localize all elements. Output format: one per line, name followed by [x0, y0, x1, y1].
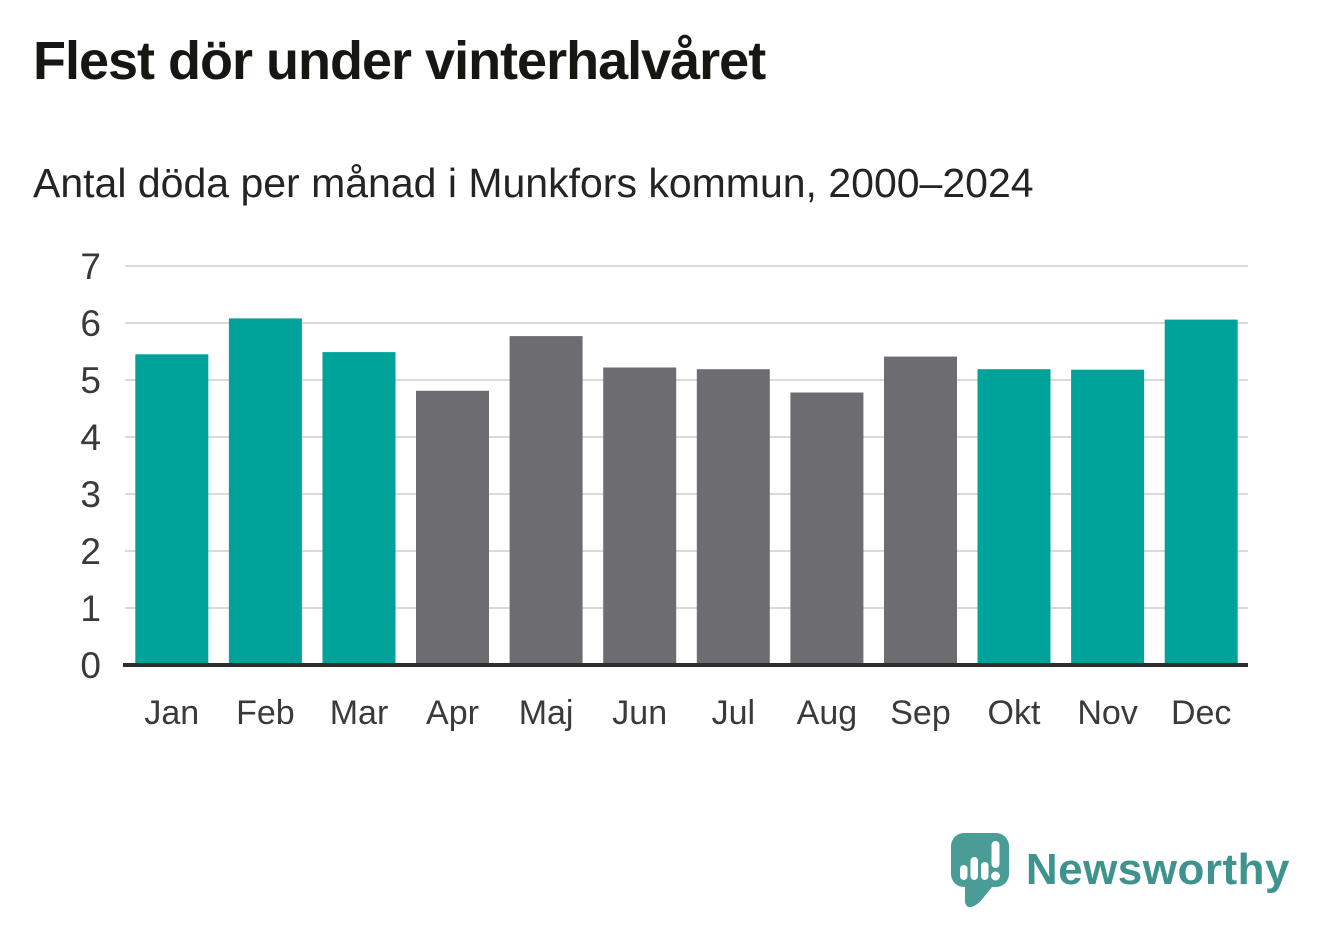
x-axis-label-maj: Maj — [519, 694, 574, 732]
bar-aug — [790, 392, 864, 665]
bar-nov — [1071, 369, 1145, 665]
newsworthy-logo-icon — [950, 833, 1009, 908]
logo-exclamation-dot — [990, 871, 1000, 881]
bar-jan — [135, 354, 209, 665]
x-axis-label-feb: Feb — [236, 694, 295, 732]
logo-bar-medium — [980, 862, 989, 880]
x-axis-label-nov: Nov — [1077, 694, 1137, 732]
logo-bar-small — [959, 865, 968, 880]
brand-name: Newsworthy — [1025, 845, 1290, 894]
x-axis-label-mar: Mar — [330, 694, 389, 732]
bar-apr — [416, 390, 489, 665]
y-axis-tick-label: 6 — [80, 303, 101, 344]
bar-mar — [322, 352, 396, 665]
x-axis-label-sep: Sep — [890, 694, 951, 732]
bar-jul — [696, 369, 770, 665]
y-axis-tick-label: 1 — [80, 588, 101, 629]
brand-footer: Newsworthy — [948, 831, 1290, 909]
logo-bar-tall — [970, 857, 978, 880]
x-axis-label-jul: Jul — [712, 694, 755, 732]
bar-feb — [228, 318, 302, 665]
y-axis-tick-label: 0 — [80, 645, 101, 686]
y-axis-tick-label: 7 — [80, 246, 101, 287]
chart-title: Flest dör under vinterhalvåret — [33, 31, 766, 91]
x-axis-label-aug: Aug — [797, 694, 858, 732]
chart-subtitle: Antal döda per månad i Munkfors kommun, … — [33, 160, 1034, 206]
x-axis-label-okt: Okt — [988, 694, 1041, 732]
bar-maj — [509, 336, 583, 665]
speech-bubble-shape — [950, 833, 1009, 908]
bar-dec — [1164, 319, 1238, 665]
bar-sep — [884, 356, 957, 665]
bar-jun — [603, 367, 677, 665]
y-axis-tick-label: 5 — [80, 360, 101, 401]
x-axis-label-apr: Apr — [426, 694, 479, 732]
y-axis-tick-label: 3 — [80, 474, 101, 515]
y-axis-tick-label: 2 — [80, 531, 101, 572]
x-axis-label-jun: Jun — [612, 694, 667, 732]
bar-okt — [977, 369, 1051, 665]
x-axis-label-dec: Dec — [1171, 694, 1231, 732]
logo-exclamation-bar — [991, 841, 1000, 868]
y-axis-tick-label: 4 — [80, 417, 101, 458]
x-axis-label-jan: Jan — [144, 694, 199, 732]
